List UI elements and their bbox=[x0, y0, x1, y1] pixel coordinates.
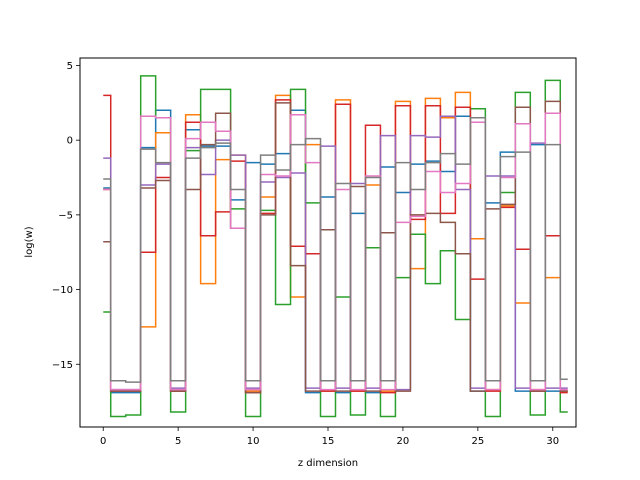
y-tick-label: 0 bbox=[67, 136, 73, 147]
x-tick-label: 5 bbox=[175, 436, 181, 447]
y-tick-label: −5 bbox=[58, 210, 73, 221]
x-tick-label: 10 bbox=[247, 436, 260, 447]
y-tick-label: 5 bbox=[67, 61, 73, 72]
x-tick-label: 25 bbox=[471, 436, 484, 447]
series-layer bbox=[103, 75, 568, 418]
x-tick-label: 30 bbox=[546, 436, 559, 447]
series-line-7 bbox=[103, 117, 568, 383]
y-axis-label: log(w) bbox=[24, 226, 35, 257]
x-axis-label: z dimension bbox=[298, 458, 358, 469]
plot-frame bbox=[79, 57, 577, 428]
y-ticks: −15 −10 −5 0 5 bbox=[52, 61, 80, 371]
y-tick-label: −15 bbox=[52, 360, 73, 371]
y-tick-label: −10 bbox=[52, 285, 73, 296]
x-tick-label: 15 bbox=[322, 436, 335, 447]
x-tick-label: 20 bbox=[397, 436, 410, 447]
x-tick-label: 0 bbox=[100, 436, 106, 447]
x-ticks: 0 5 10 15 20 25 30 bbox=[100, 427, 559, 447]
